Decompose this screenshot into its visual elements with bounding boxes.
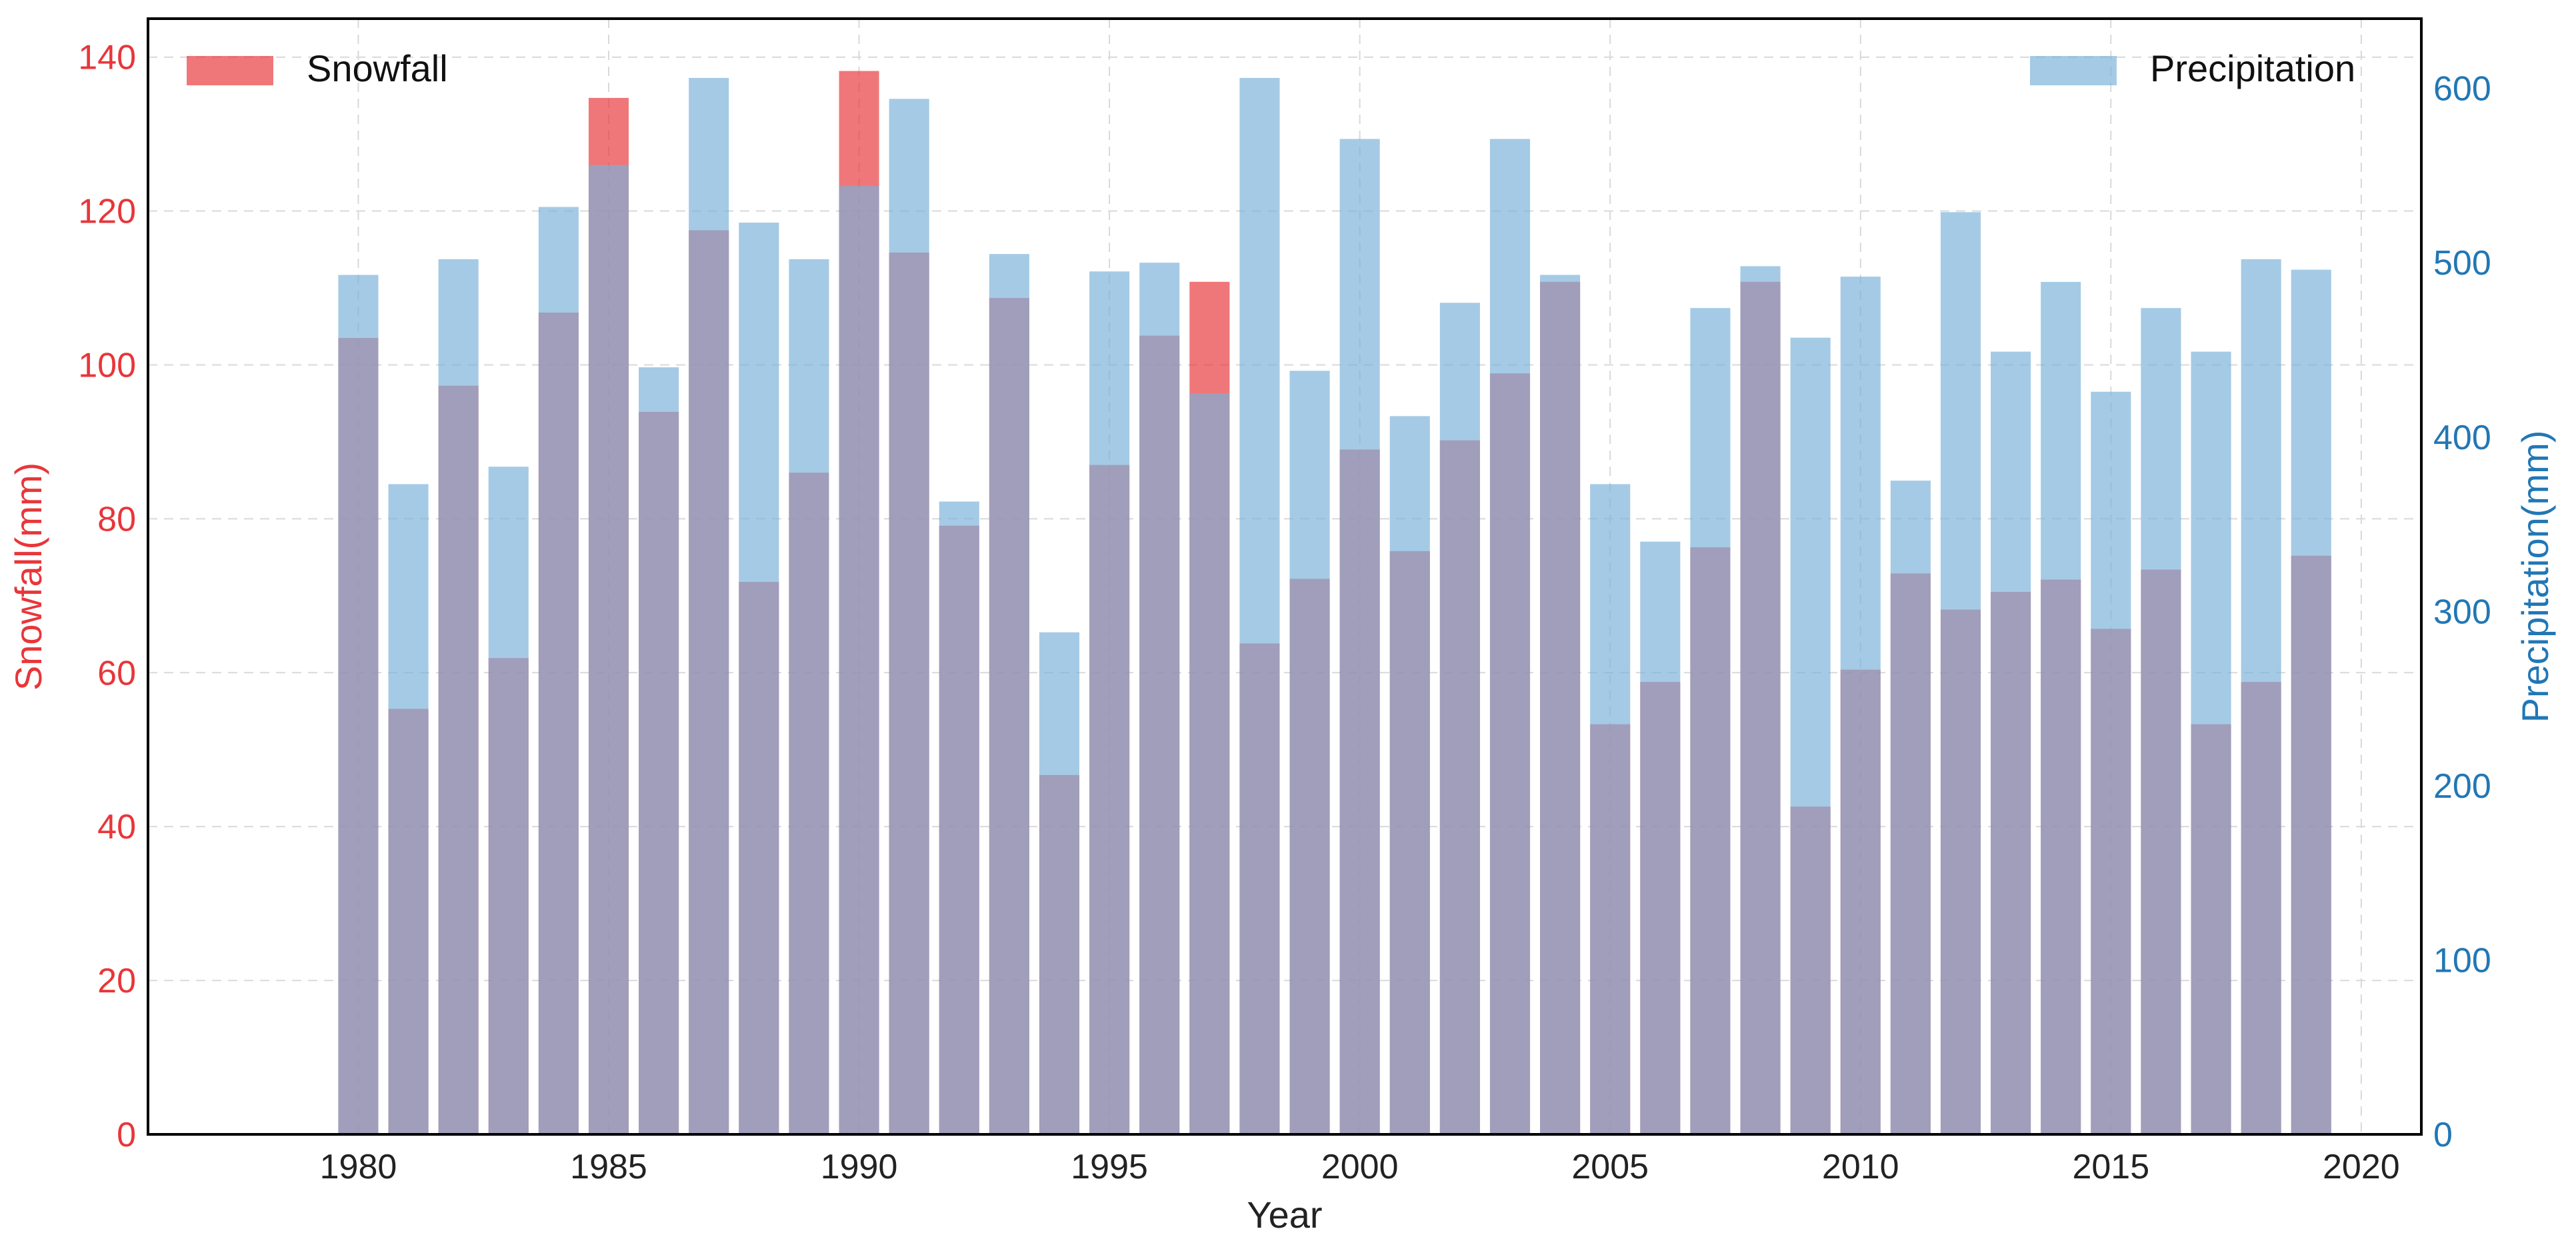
legend-precipitation: Precipitation bbox=[2030, 47, 2355, 89]
precipitation-bar bbox=[1740, 266, 1781, 1135]
precipitation-bar bbox=[2291, 269, 2331, 1134]
left-tick-label: 20 bbox=[97, 962, 136, 1000]
x-tick-label: 1980 bbox=[320, 1148, 397, 1186]
x-tick-label: 1990 bbox=[821, 1148, 898, 1186]
left-tick-label: 40 bbox=[97, 808, 136, 846]
plot-frame bbox=[147, 17, 2423, 1136]
precipitation-bar bbox=[1790, 337, 1831, 1134]
precipitation-bar bbox=[839, 186, 879, 1135]
precipitation-bar bbox=[538, 207, 579, 1134]
precipitation-bar bbox=[739, 223, 779, 1135]
x-tick-label: 2020 bbox=[2323, 1148, 2400, 1186]
precipitation-bar bbox=[789, 259, 829, 1134]
precipitation-bar bbox=[1189, 393, 1230, 1134]
x-tick-label: 1995 bbox=[1071, 1148, 1148, 1186]
precipitation-bar bbox=[2191, 351, 2231, 1134]
precipitation-bar bbox=[2241, 259, 2281, 1134]
legend-snowfall: Snowfall bbox=[187, 47, 448, 89]
precipitation-bar bbox=[1089, 271, 1130, 1134]
precipitation-bar bbox=[1239, 77, 1280, 1134]
precipitation-bar bbox=[1690, 308, 1731, 1135]
precipitation-bar bbox=[338, 275, 379, 1135]
x-tick-label: 1985 bbox=[570, 1148, 647, 1186]
legend-precipitation-label: Precipitation bbox=[2150, 47, 2355, 89]
precipitation-bars bbox=[338, 77, 2331, 1135]
x-axis-ticks: 1980 1985 1990 1995 2000 2005 2010 2015 2020 bbox=[320, 1148, 2400, 1186]
left-axis-label: Snowfall(mm) bbox=[7, 463, 49, 690]
precipitation-bar bbox=[388, 484, 429, 1134]
right-axis-ticks: 0 100 200 300 400 500 600 bbox=[2433, 70, 2491, 1154]
left-tick-label: 120 bbox=[78, 193, 136, 231]
precipitation-bar bbox=[1489, 139, 1531, 1134]
left-tick-label: 100 bbox=[78, 347, 136, 385]
legend-snowfall-label: Snowfall bbox=[307, 47, 448, 89]
left-tick-label: 0 bbox=[117, 1116, 136, 1154]
left-tick-label: 60 bbox=[97, 654, 136, 692]
precipitation-bar bbox=[488, 467, 529, 1134]
x-tick-label: 2000 bbox=[1321, 1148, 1399, 1186]
precipitation-bar bbox=[1890, 481, 1931, 1134]
precipitation-bar bbox=[1590, 484, 1631, 1134]
precipitation-bar bbox=[2141, 308, 2181, 1135]
left-tick-label: 140 bbox=[78, 39, 136, 77]
precipitation-bar bbox=[2091, 391, 2131, 1134]
precipitation-bar bbox=[588, 165, 629, 1134]
x-tick-label: 2015 bbox=[2072, 1148, 2149, 1186]
precipitation-bar bbox=[1039, 632, 1080, 1134]
right-tick-label: 0 bbox=[2433, 1116, 2453, 1154]
legend-snowfall-swatch bbox=[187, 56, 273, 85]
precipitation-bar bbox=[1439, 303, 1480, 1134]
precipitation-bar bbox=[1339, 139, 1380, 1134]
right-axis-label: Precipitation(mm) bbox=[2514, 431, 2556, 723]
right-tick-label: 600 bbox=[2433, 70, 2491, 109]
precipitation-bar bbox=[939, 501, 979, 1134]
precipitation-bar bbox=[889, 99, 929, 1135]
precipitation-bar bbox=[1640, 541, 1681, 1134]
right-tick-label: 300 bbox=[2433, 593, 2491, 631]
legend-precipitation-swatch bbox=[2030, 56, 2117, 85]
right-tick-label: 200 bbox=[2433, 767, 2491, 806]
precipitation-bar bbox=[1289, 371, 1330, 1135]
precipitation-bar bbox=[639, 367, 679, 1134]
left-axis-ticks: 0 20 40 60 80 100 120 140 bbox=[78, 39, 136, 1154]
precipitation-bar bbox=[1940, 212, 1981, 1135]
precipitation-bar bbox=[1139, 263, 1180, 1134]
x-axis-label: Year bbox=[1247, 1194, 1322, 1236]
precipitation-bar bbox=[1840, 277, 1881, 1134]
right-tick-label: 100 bbox=[2433, 941, 2491, 980]
left-tick-label: 80 bbox=[97, 500, 136, 539]
precipitation-bar bbox=[1540, 275, 1581, 1135]
precipitation-bar bbox=[689, 77, 729, 1134]
precipitation-bar bbox=[2041, 281, 2081, 1135]
right-tick-label: 400 bbox=[2433, 419, 2491, 457]
precipitation-bar bbox=[438, 259, 479, 1134]
right-tick-label: 500 bbox=[2433, 244, 2491, 283]
precipitation-bar bbox=[989, 254, 1029, 1134]
precipitation-bar bbox=[1991, 351, 2031, 1134]
x-tick-label: 2005 bbox=[1571, 1148, 1649, 1186]
precipitation-bar bbox=[1389, 416, 1430, 1134]
x-tick-label: 2010 bbox=[1822, 1148, 1899, 1186]
